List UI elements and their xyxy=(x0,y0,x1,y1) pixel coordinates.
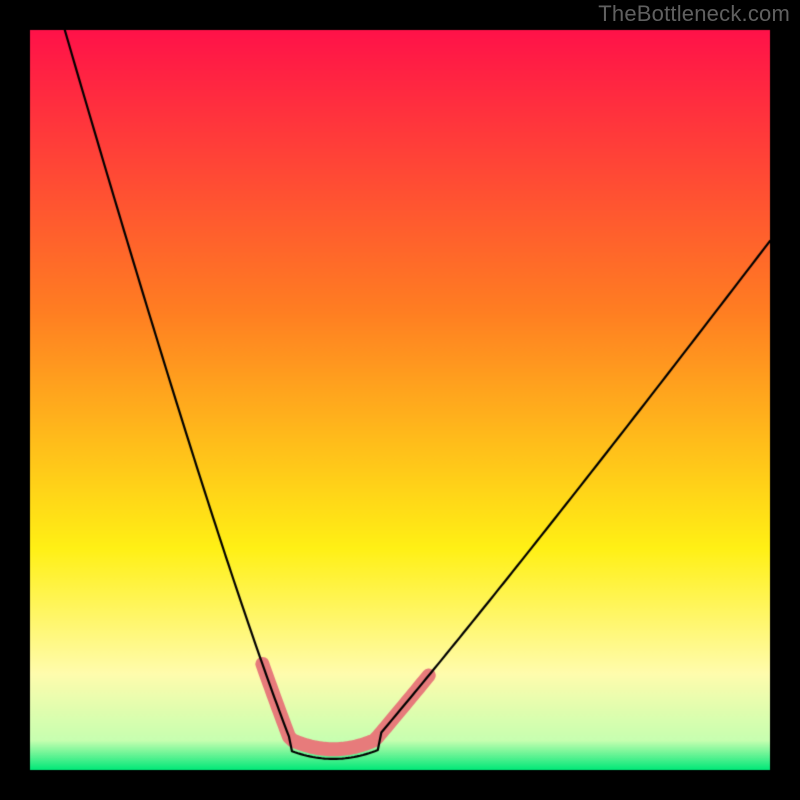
bottleneck-chart-canvas xyxy=(0,0,800,800)
watermark-text: TheBottleneck.com xyxy=(598,1,790,27)
